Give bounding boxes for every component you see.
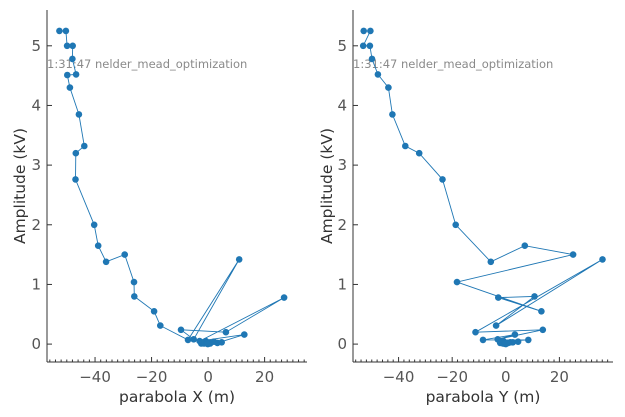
y-axis-label: Amplitude (kV) [11,128,29,244]
y-tick-label: 3 [337,156,347,174]
data-point [72,71,80,78]
x-ticks: −40 −20 0 20 [79,357,274,386]
data-point [190,336,197,343]
x-minor-ticks [49,359,305,362]
data-point [531,293,538,300]
data-point [75,111,83,118]
data-point [177,326,185,334]
right-subplot: −40 −20 0 20 0 1 2 3 4 5 1:31:47 nelder_mead_opt… [318,10,613,406]
plot-annotation: 1:31:47 nelder_mead_optimization [47,57,247,71]
y-tick-label: 0 [31,335,41,353]
data-point [150,308,158,315]
y-tick-label: 4 [31,96,41,114]
data-point [439,176,446,183]
data-point [502,340,510,348]
data-point [514,338,522,346]
data-point [479,336,487,344]
data-point [472,328,479,336]
y-tick-label: 0 [337,335,347,353]
data-point [525,336,532,344]
data-point [62,27,70,35]
y-tick-label: 1 [31,275,41,293]
data-point [66,84,74,91]
y-tick-label: 5 [337,37,347,55]
y-ticks: 0 1 2 3 4 5 [31,37,52,353]
data-point [102,258,110,266]
data-point [569,251,577,258]
data-point [368,55,376,63]
data-point [521,242,529,249]
y-tick-label: 2 [31,216,41,234]
x-tick-label: 0 [501,368,511,386]
data-point [487,258,495,266]
data-point [90,221,98,229]
data-point [389,111,396,118]
data-point [367,27,374,35]
data-point [374,71,382,78]
data-point [241,331,248,338]
data-point [599,256,606,263]
data-point [235,256,243,263]
data-point [130,278,138,286]
data-point [56,27,63,35]
y-tick-label: 3 [31,156,41,174]
data-point [538,308,545,315]
data-point [204,340,212,348]
data-point [366,42,374,50]
x-axis-label: parabola Y (m) [426,388,541,406]
data-point [360,27,368,35]
data-point [495,294,502,301]
y-tick-label: 5 [31,37,41,55]
data-points [359,27,606,348]
x-tick-label: 20 [255,368,274,386]
data-point [359,42,367,50]
data-point [94,242,102,249]
data-point [453,278,461,286]
x-tick-label: −20 [436,368,468,386]
data-point [402,142,409,150]
series-path [362,30,603,345]
y-tick-label: 2 [337,216,347,234]
x-minor-ticks [355,359,609,362]
data-point [121,251,128,258]
data-point [539,326,547,334]
data-point [64,71,71,79]
y-ticks: 0 1 2 3 4 5 [337,37,358,353]
x-tick-label: −20 [136,368,168,386]
y-tick-label: 4 [337,96,347,114]
data-point [280,294,288,301]
plot-annotation: 1:31:47 nelder_mead_optimization [353,57,553,71]
data-point [63,42,71,50]
data-point [452,221,460,229]
x-tick-label: 0 [203,368,213,386]
data-points [56,27,288,348]
data-point [184,336,192,344]
x-tick-label: −40 [79,368,111,386]
y-tick-label: 1 [337,275,347,293]
x-tick-label: −40 [383,368,415,386]
data-point [69,42,76,50]
data-point [131,293,138,300]
data-point [385,84,392,91]
data-point [157,322,164,329]
data-point [492,322,500,329]
data-point [72,149,80,157]
data-point [415,149,423,157]
data-point [218,339,225,346]
x-axis-label: parabola X (m) [119,388,235,406]
data-point [511,331,519,338]
data-point [72,176,79,183]
data-point [69,55,76,63]
data-point [222,328,230,336]
left-subplot: −40 −20 0 20 0 1 2 3 4 5 1:31:47 nelder_mead_opt… [11,10,307,406]
x-ticks: −40 −20 0 20 [383,357,569,386]
y-axis-label: Amplitude (kV) [318,128,336,244]
data-point [81,142,88,150]
series-path [59,30,285,345]
x-tick-label: 20 [550,368,569,386]
